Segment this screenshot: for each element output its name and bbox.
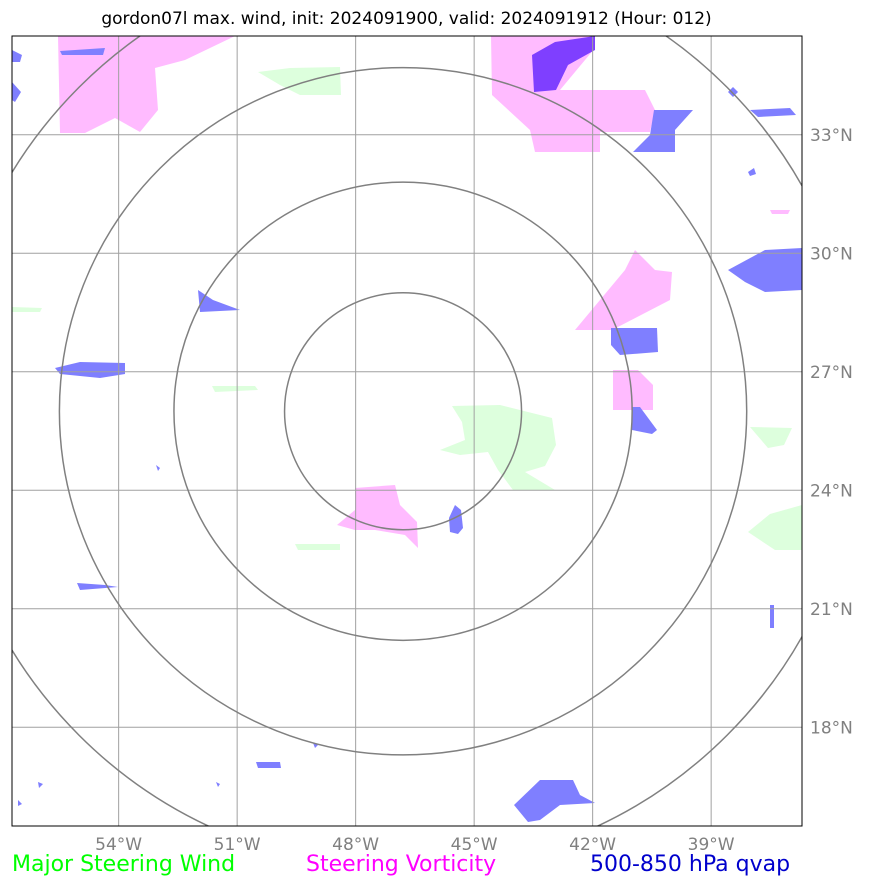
legend-qvap: 500-850 hPa qvap (590, 852, 791, 877)
range-ring (58, 66, 748, 756)
range-rings (12, 36, 802, 826)
longitude-tick-label: 54°W (95, 835, 142, 855)
longitude-tick-label: 45°W (451, 835, 498, 855)
latitude-tick-label: 30°N (810, 244, 853, 264)
steering-wind-areas (12, 67, 802, 550)
latitude-tick-label: 27°N (810, 363, 853, 383)
range-ring (12, 36, 802, 826)
range-ring (173, 181, 633, 642)
range-ring (283, 292, 523, 531)
qvap-areas (12, 48, 802, 822)
longitude-tick-label: 51°W (214, 835, 261, 855)
longitude-tick-label: 48°W (332, 835, 379, 855)
longitude-tick-label: 42°W (569, 835, 616, 855)
steering-vorticity-areas (58, 36, 790, 548)
latitude-tick-label: 18°N (810, 718, 853, 738)
plot-frame (11, 35, 803, 827)
legend-steering-vorticity: Steering Vorticity (306, 852, 497, 877)
chart-title: gordon07l max. wind, init: 2024091900, v… (101, 9, 712, 29)
legend-steering-wind: Major Steering Wind (12, 852, 236, 877)
longitude-tick-label: 39°W (688, 835, 735, 855)
graticule (12, 36, 802, 826)
latitude-tick-label: 24°N (810, 481, 853, 501)
tick-labels: 54°W 51°W 48°W 45°W 42°W 39°W 18°N 21°N 24°N 27°N… (95, 126, 853, 855)
qvap-core-area (532, 36, 595, 92)
latitude-tick-label: 33°N (810, 126, 853, 146)
latitude-tick-label: 21°N (810, 600, 853, 620)
